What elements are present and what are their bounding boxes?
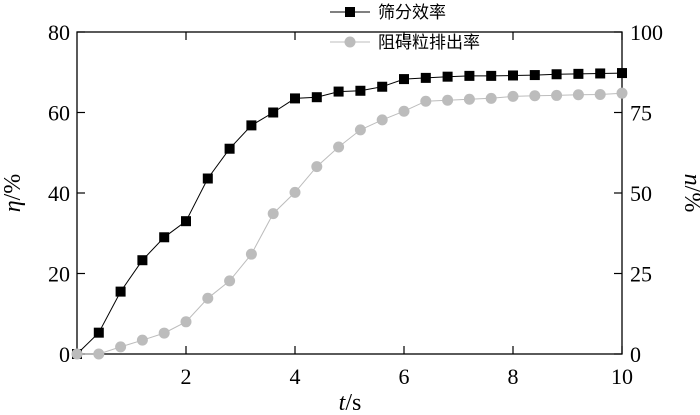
data-point-square xyxy=(399,74,409,85)
data-point-circle xyxy=(551,89,563,101)
data-point-square xyxy=(529,70,540,81)
y-right-tick-label: 0 xyxy=(630,342,641,367)
data-point-square xyxy=(224,143,235,154)
data-point-square xyxy=(551,69,562,80)
y-right-tick-label: 100 xyxy=(630,20,663,45)
data-point-square xyxy=(508,70,518,81)
data-point-circle xyxy=(398,105,410,117)
y-left-tick-label: 20 xyxy=(48,262,70,287)
data-point-square xyxy=(115,286,126,297)
data-point-square xyxy=(268,107,279,118)
data-point-square xyxy=(377,81,388,92)
series-layer xyxy=(71,68,628,360)
data-point-circle xyxy=(158,327,170,339)
data-point-square xyxy=(617,68,627,79)
legend-label-blocking: 阻碍粒排出率 xyxy=(378,33,480,53)
data-point-circle xyxy=(289,186,301,198)
data-point-square xyxy=(246,120,257,131)
data-point-circle xyxy=(420,95,432,107)
data-point-circle xyxy=(71,348,83,360)
data-point-circle xyxy=(245,248,257,260)
y-right-tick-label: 50 xyxy=(630,181,652,206)
data-point-square xyxy=(202,173,213,184)
y-right-axis-label: n/% xyxy=(679,174,700,213)
data-point-circle xyxy=(202,292,214,304)
data-point-circle xyxy=(507,90,519,102)
data-point-square xyxy=(137,255,148,266)
data-point-circle xyxy=(224,275,236,287)
data-point-circle xyxy=(180,316,192,328)
y-right-tick-label: 25 xyxy=(630,262,652,287)
data-point-circle xyxy=(485,92,497,104)
x-tick-label: 8 xyxy=(508,364,519,389)
data-point-square xyxy=(93,327,104,338)
data-point-circle xyxy=(311,161,323,173)
data-point-square xyxy=(181,216,191,227)
data-point-circle xyxy=(572,89,584,101)
y-left-tick-label: 0 xyxy=(59,342,70,367)
data-point-square xyxy=(486,70,497,81)
data-point-circle xyxy=(594,88,606,100)
y-left-tick-label: 60 xyxy=(48,101,70,126)
tick-marks xyxy=(77,31,623,355)
data-point-circle xyxy=(463,93,475,105)
x-tick-label: 10 xyxy=(611,364,633,389)
y-right-tick-label: 75 xyxy=(630,101,652,126)
y-left-tick-label: 80 xyxy=(48,20,70,45)
data-point-circle xyxy=(93,348,105,360)
data-point-square xyxy=(442,71,453,82)
x-tick-label: 2 xyxy=(181,364,192,389)
data-point-square xyxy=(290,93,300,104)
legend-marker-square xyxy=(345,7,355,17)
data-point-square xyxy=(333,86,344,97)
x-tick-label: 4 xyxy=(290,364,301,389)
data-point-circle xyxy=(354,124,366,136)
legend-marker-circle xyxy=(344,36,356,48)
data-point-circle xyxy=(136,334,148,346)
data-point-circle xyxy=(115,341,127,353)
y-left-axis-label: η/% xyxy=(0,174,26,213)
data-point-square xyxy=(311,92,322,103)
x-tick-label: 6 xyxy=(399,364,410,389)
data-point-circle xyxy=(616,87,628,99)
plot-frame xyxy=(76,31,623,355)
x-axis-label: t/s xyxy=(339,390,362,415)
data-point-circle xyxy=(529,90,541,102)
data-point-square xyxy=(595,68,606,79)
legend: 筛分效率 阻碍粒排出率 xyxy=(330,3,480,53)
data-point-square xyxy=(464,70,475,81)
series-line-1 xyxy=(77,92,623,355)
data-point-square xyxy=(159,232,170,243)
data-point-circle xyxy=(333,141,345,153)
series-line-0 xyxy=(76,72,623,355)
data-point-square xyxy=(573,68,584,79)
y-left-tick-label: 40 xyxy=(48,181,70,206)
data-point-square xyxy=(420,72,431,83)
data-point-circle xyxy=(442,94,454,106)
data-point-circle xyxy=(376,114,388,126)
data-point-square xyxy=(355,85,366,96)
legend-label-sieving: 筛分效率 xyxy=(378,3,446,23)
data-point-circle xyxy=(267,208,279,220)
